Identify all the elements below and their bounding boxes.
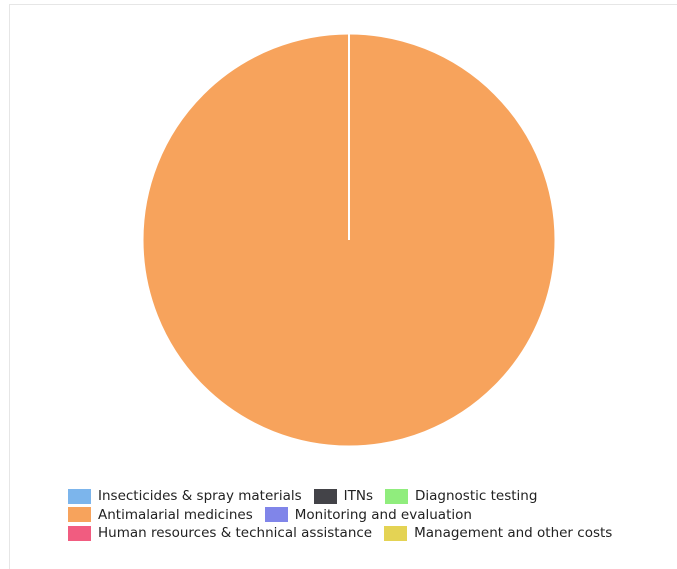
legend-label: Antimalarial medicines xyxy=(98,506,253,523)
legend-label: Insecticides & spray materials xyxy=(98,488,302,505)
chart-legend: Insecticides & spray materials ITNs Diagno… xyxy=(68,487,624,543)
legend-item-insecticides-spray-materials[interactable]: Insecticides & spray materials xyxy=(68,488,302,504)
legend-item-human-resources-technical-assistance[interactable]: Human resources & technical assistance xyxy=(68,525,372,541)
legend-row: Antimalarial medicines Monitoring and eva… xyxy=(68,506,624,525)
legend-item-antimalarial-medicines[interactable]: Antimalarial medicines xyxy=(68,507,253,523)
legend-swatch xyxy=(313,488,337,504)
legend-item-diagnostic-testing[interactable]: Diagnostic testing xyxy=(385,488,537,504)
legend-label: Human resources & technical assistance xyxy=(98,525,373,542)
legend-swatch xyxy=(384,525,408,541)
legend-swatch xyxy=(385,488,408,504)
legend-label: ITNs xyxy=(343,488,373,505)
legend-row: Human resources & technical assistance Ma… xyxy=(68,524,624,543)
legend-label: Monitoring and evaluation xyxy=(294,506,472,523)
legend-item-monitoring-and-evaluation[interactable]: Monitoring and evaluation xyxy=(264,506,472,523)
legend-label: Diagnostic testing xyxy=(415,488,538,505)
legend-swatch xyxy=(68,488,91,504)
legend-row: Insecticides & spray materials ITNs Diagno… xyxy=(68,487,624,506)
legend-item-management-and-other-costs[interactable]: Management and other costs xyxy=(384,525,612,541)
legend-swatch xyxy=(68,525,91,541)
legend-swatch xyxy=(68,507,91,523)
legend-item-itns[interactable]: ITNs xyxy=(313,488,373,505)
legend-swatch xyxy=(264,507,288,523)
legend-label: Management and other costs xyxy=(414,525,613,542)
